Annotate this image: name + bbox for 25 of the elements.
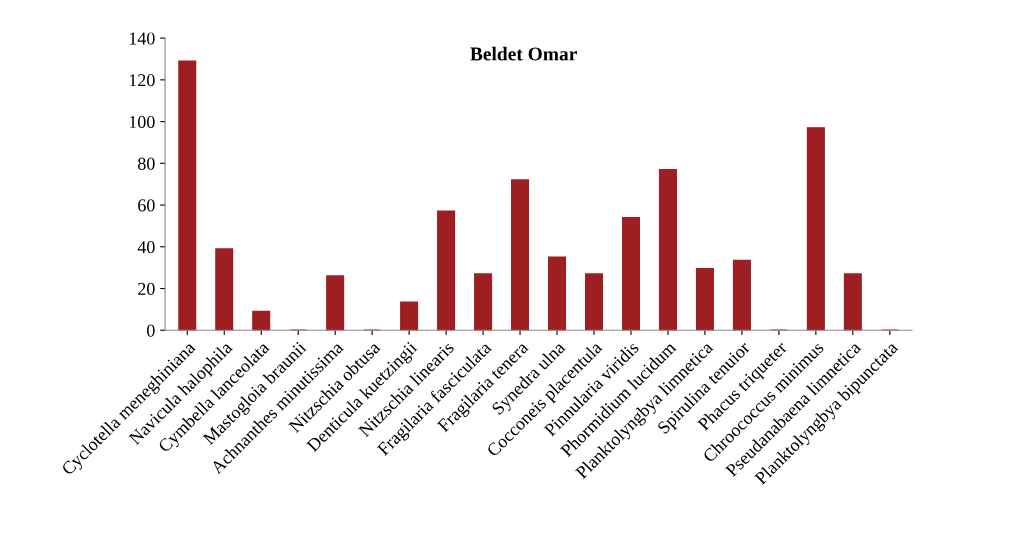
y-tick-label: 100 [129,115,155,129]
bar [695,268,714,331]
bar [511,179,530,331]
bar [474,273,493,331]
y-tick-label: 0 [147,324,155,337]
bar [215,248,234,331]
bar [252,310,271,331]
bar [548,256,567,331]
y-tick-label: 40 [137,241,155,254]
bar [584,273,604,331]
y-tick-label: 20 [138,282,155,295]
bar [806,127,825,331]
bar [437,210,456,331]
bar [732,259,751,331]
y-tick-label: 60 [138,199,155,212]
bar [400,301,419,331]
bar [178,60,197,331]
chart-title: Beldet Omar [470,46,577,61]
y-tick-label: 120 [129,74,155,87]
bar [326,275,345,331]
y-tick-label: 140 [129,32,155,45]
bar [843,273,862,331]
bar [621,216,640,331]
bar [658,168,677,331]
y-tick-label: 80 [137,157,155,170]
